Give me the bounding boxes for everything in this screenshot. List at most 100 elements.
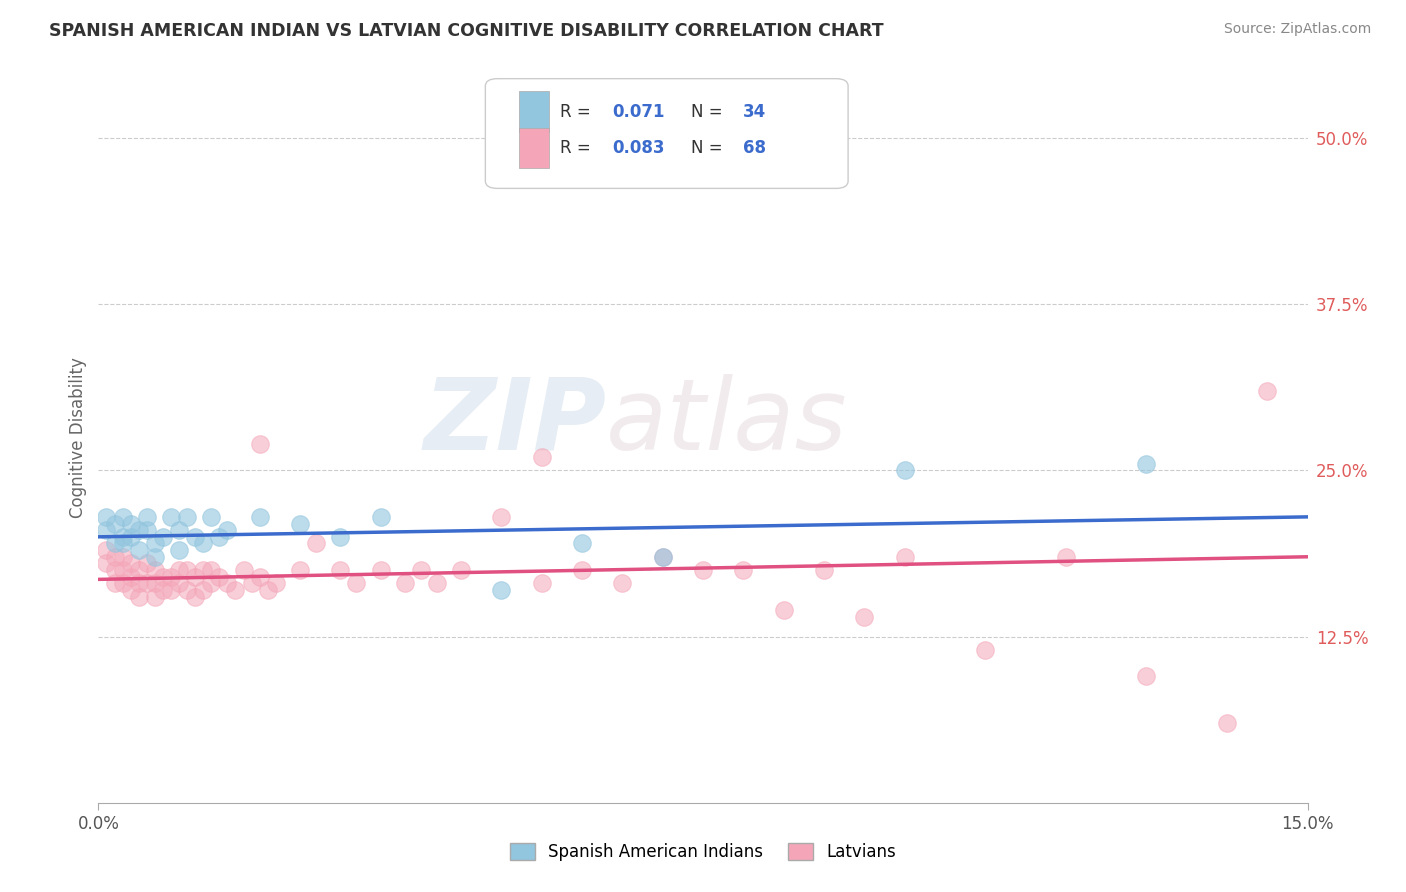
Point xyxy=(176,582,198,597)
Point xyxy=(167,543,190,558)
Point xyxy=(1135,669,1157,683)
Point xyxy=(651,549,673,564)
Point xyxy=(305,536,328,550)
Point xyxy=(184,590,207,604)
Point xyxy=(853,609,876,624)
FancyBboxPatch shape xyxy=(519,92,550,132)
Y-axis label: Cognitive Disability: Cognitive Disability xyxy=(69,357,87,517)
Point xyxy=(128,523,150,537)
Text: R =: R = xyxy=(561,139,596,157)
Point xyxy=(249,509,271,524)
Point xyxy=(193,536,215,550)
Point xyxy=(893,549,915,564)
Text: ZIP: ZIP xyxy=(423,374,606,471)
Point xyxy=(264,576,287,591)
Point xyxy=(167,523,190,537)
Point xyxy=(571,563,593,577)
Point xyxy=(530,450,553,464)
Text: 34: 34 xyxy=(742,103,766,120)
Point xyxy=(530,576,553,591)
Point xyxy=(103,536,125,550)
Point xyxy=(612,576,634,591)
Point xyxy=(152,582,174,597)
Point xyxy=(160,509,183,524)
Point xyxy=(409,563,432,577)
Text: N =: N = xyxy=(690,103,728,120)
Text: SPANISH AMERICAN INDIAN VS LATVIAN COGNITIVE DISABILITY CORRELATION CHART: SPANISH AMERICAN INDIAN VS LATVIAN COGNI… xyxy=(49,22,884,40)
Point xyxy=(450,563,472,577)
Point xyxy=(143,590,166,604)
Point xyxy=(120,530,142,544)
Point xyxy=(103,516,125,531)
Point xyxy=(329,563,352,577)
Point xyxy=(193,563,215,577)
Point xyxy=(200,576,222,591)
Point xyxy=(813,563,835,577)
Point xyxy=(256,582,278,597)
Point xyxy=(111,563,134,577)
Point xyxy=(143,549,166,564)
Point xyxy=(651,549,673,564)
Point xyxy=(240,576,263,591)
Point xyxy=(143,536,166,550)
Point xyxy=(143,576,166,591)
Text: R =: R = xyxy=(561,103,596,120)
Point xyxy=(733,563,755,577)
Text: 0.071: 0.071 xyxy=(613,103,665,120)
Point xyxy=(208,530,231,544)
Point xyxy=(111,536,134,550)
Point xyxy=(160,582,183,597)
Point xyxy=(491,582,513,597)
Text: atlas: atlas xyxy=(606,374,848,471)
Point xyxy=(111,576,134,591)
Point xyxy=(120,570,142,584)
Point xyxy=(176,509,198,524)
Point xyxy=(120,516,142,531)
Point xyxy=(370,563,392,577)
Point xyxy=(491,509,513,524)
Point xyxy=(1054,549,1077,564)
Point xyxy=(974,643,997,657)
Point xyxy=(208,570,231,584)
Point xyxy=(160,570,183,584)
Point xyxy=(772,603,794,617)
Point xyxy=(120,557,142,571)
Point xyxy=(152,530,174,544)
Point xyxy=(135,576,157,591)
Point xyxy=(184,570,207,584)
Point xyxy=(111,530,134,544)
Point xyxy=(217,576,239,591)
Point xyxy=(426,576,449,591)
Point xyxy=(232,563,254,577)
Point xyxy=(249,570,271,584)
Point xyxy=(111,509,134,524)
Point xyxy=(167,563,190,577)
Point xyxy=(176,563,198,577)
Point xyxy=(96,543,118,558)
Point xyxy=(344,576,367,591)
FancyBboxPatch shape xyxy=(519,128,550,169)
Point xyxy=(96,557,118,571)
Point xyxy=(288,563,311,577)
Point xyxy=(217,523,239,537)
Point xyxy=(135,509,157,524)
Text: 68: 68 xyxy=(742,139,766,157)
Point xyxy=(893,463,915,477)
Point xyxy=(120,582,142,597)
Point xyxy=(128,576,150,591)
Point xyxy=(200,509,222,524)
Point xyxy=(96,509,118,524)
Point xyxy=(167,576,190,591)
Point xyxy=(143,563,166,577)
Point xyxy=(103,576,125,591)
Point xyxy=(571,536,593,550)
Point xyxy=(103,549,125,564)
Point xyxy=(135,523,157,537)
Point xyxy=(249,436,271,450)
Point xyxy=(370,509,392,524)
Point xyxy=(200,563,222,577)
Point xyxy=(1135,457,1157,471)
Point xyxy=(329,530,352,544)
Point xyxy=(152,570,174,584)
Point xyxy=(103,563,125,577)
